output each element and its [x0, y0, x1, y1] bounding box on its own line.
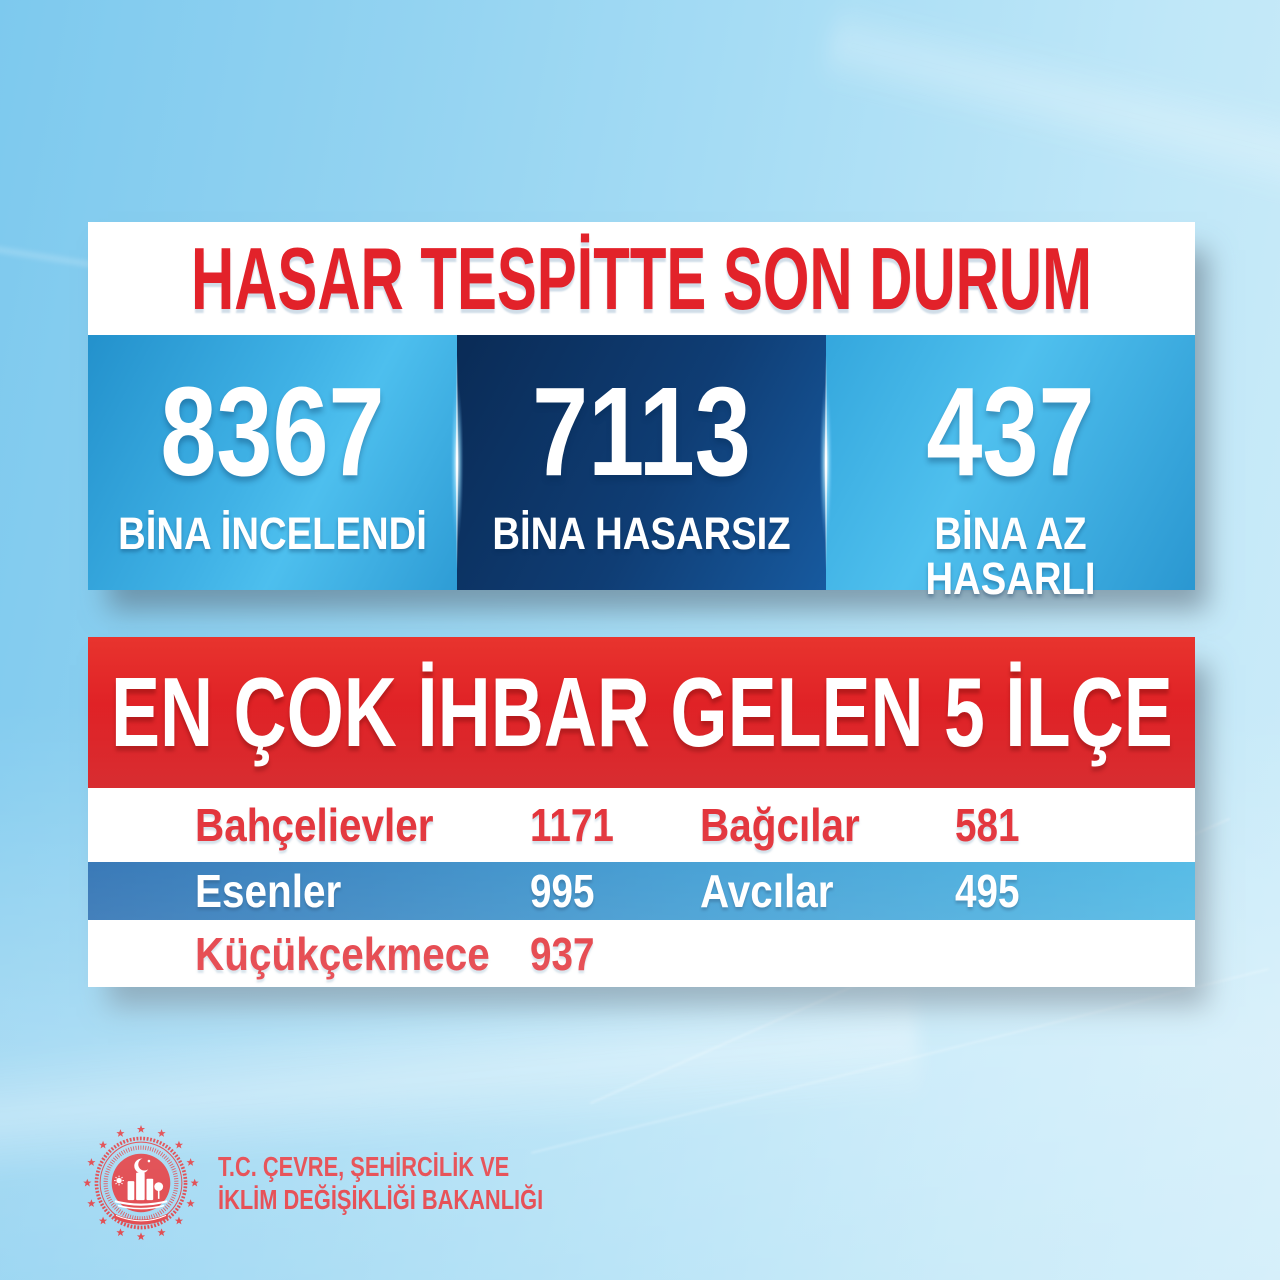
district-value: 937: [530, 927, 595, 980]
damage-card-title-band: HASAR TESPİTTE SON DURUM: [88, 222, 1195, 335]
sky-streak: [531, 968, 1269, 1154]
district-name: Avcılar: [700, 865, 834, 917]
crescent-cut: [138, 1158, 151, 1171]
wave-line: [114, 1200, 168, 1206]
footer: T.C. ÇEVRE, ŞEHİRCİLİK VE İKLİM DEĞİŞİKL…: [80, 1122, 635, 1244]
ministry-line2: İKLİM DEĞİŞİKLİĞİ BAKANLIĞI: [218, 1184, 544, 1215]
tick-ring: [103, 1145, 179, 1221]
district-name: Bahçelievler: [195, 799, 434, 851]
district-row: Bahçelievler 1171 Bağcılar 581: [88, 788, 1195, 862]
district-value: 581: [955, 799, 1020, 851]
ministry-name: T.C. ÇEVRE, ŞEHİRCİLİK VE İKLİM DEĞİŞİKL…: [218, 1150, 635, 1216]
district-value: 995: [530, 865, 595, 917]
sky-streak: [819, 0, 1280, 254]
district-value: 1171: [530, 799, 614, 851]
book-page-line: [115, 1214, 167, 1222]
ministry-seal-logo: [83, 1125, 199, 1241]
book-base: [114, 1213, 168, 1225]
stat-label: BİNA AZ HASARLI: [925, 508, 1096, 604]
damage-card-title: HASAR TESPİTTE SON DURUM: [191, 228, 1092, 328]
district-name: Bağcılar: [700, 799, 860, 851]
stat-label: BİNA İNCELENDİ: [118, 508, 427, 559]
wave-line: [117, 1204, 165, 1210]
district-row: Esenler 995 Avcılar 495: [88, 862, 1195, 920]
stat-bina-az-hasarli: 437 BİNA AZ HASARLI: [826, 335, 1195, 601]
sun-icon: [114, 1175, 124, 1186]
ministry-line1: T.C. ÇEVRE, ŞEHİRCİLİK VE: [218, 1151, 510, 1182]
rope-ring: [94, 1136, 188, 1230]
stat-value: 7113: [532, 361, 751, 502]
damage-stats-row: 8367 BİNA İNCELENDİ 7113 BİNA HASARSIZ 4…: [88, 335, 1195, 601]
district-name: Küçükçekmece: [195, 927, 490, 980]
tree-icon: [154, 1182, 164, 1192]
star-icon: [147, 1159, 151, 1163]
buildings-icon: [127, 1172, 164, 1201]
district-row: Küçükçekmece 937: [88, 920, 1195, 987]
stat-value: 8367: [160, 361, 385, 502]
stat-bina-hasarsiz: 7113 BİNA HASARSIZ: [457, 335, 826, 590]
stat-value: 437: [926, 361, 1095, 502]
districts-banner: EN ÇOK İHBAR GELEN 5 İLÇE: [88, 637, 1195, 788]
district-name: Esenler: [195, 865, 342, 917]
top-districts-card: EN ÇOK İHBAR GELEN 5 İLÇE Bahçelievler 1…: [88, 637, 1195, 987]
districts-title: EN ÇOK İHBAR GELEN 5 İLÇE: [110, 657, 1173, 767]
district-value: 495: [955, 865, 1020, 917]
stat-bina-incelendi: 8367 BİNA İNCELENDİ: [88, 335, 457, 590]
stat-label: BİNA HASARSIZ: [492, 508, 791, 559]
damage-status-card: HASAR TESPİTTE SON DURUM 8367 BİNA İNCEL…: [88, 222, 1195, 601]
